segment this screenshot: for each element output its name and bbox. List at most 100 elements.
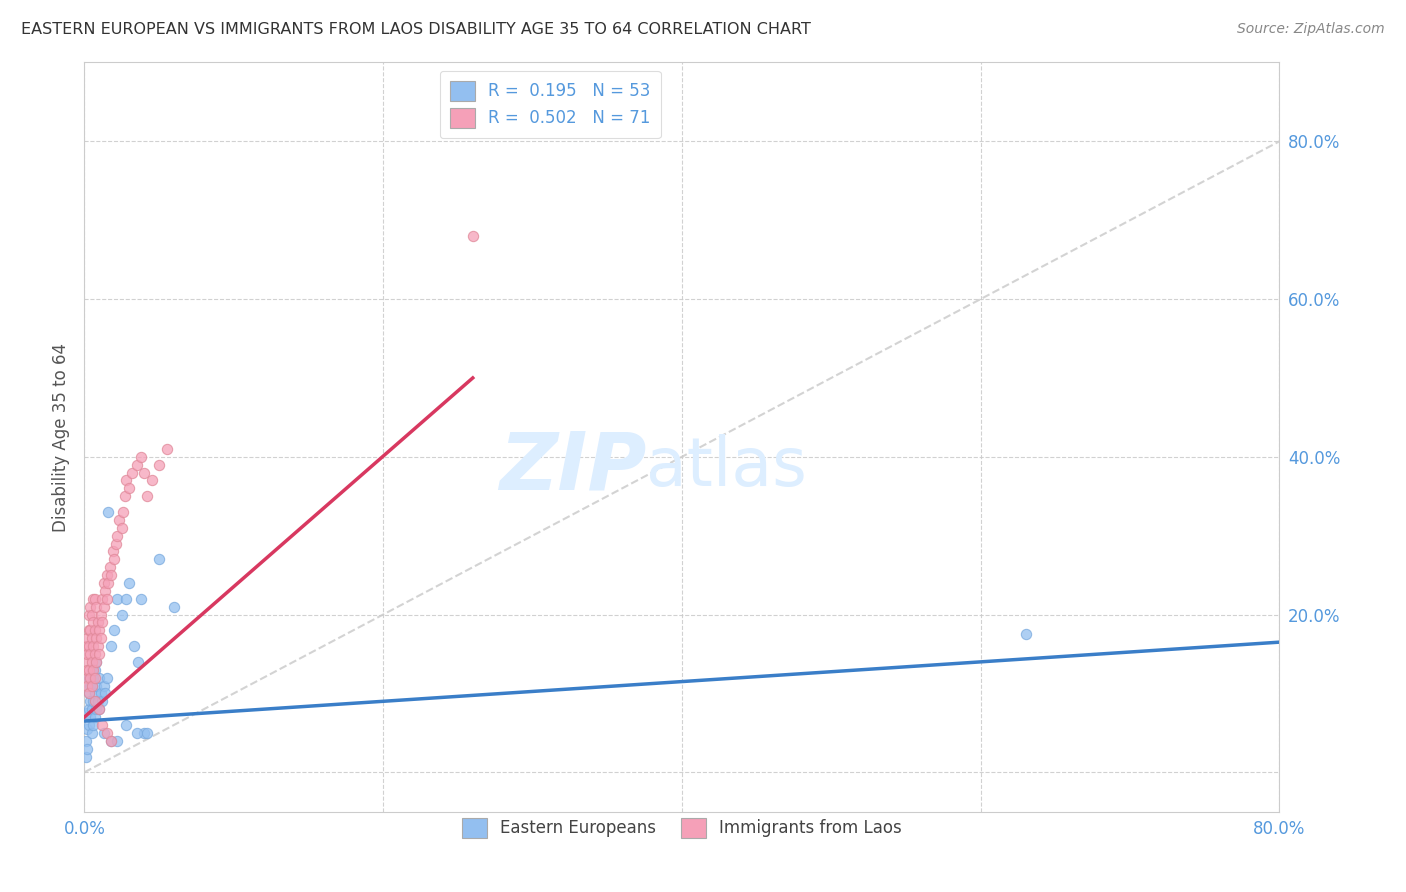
Point [91, 591, 114, 606]
Point [87, 694, 110, 708]
Point [82, 639, 104, 653]
Point [1014, 627, 1036, 641]
Point [118, 481, 141, 495]
Point [115, 718, 138, 732]
Point [115, 591, 138, 606]
Point [91, 718, 114, 732]
Point [87, 639, 110, 653]
Point [100, 639, 122, 653]
Point [83, 647, 105, 661]
Point [79, 694, 101, 708]
Point [127, 655, 149, 669]
Point [90, 607, 112, 622]
Point [80, 655, 103, 669]
Point [76, 722, 98, 736]
Point [76, 647, 98, 661]
Text: atlas: atlas [647, 434, 807, 500]
Point [101, 544, 124, 558]
Point [83, 686, 105, 700]
Point [77, 686, 100, 700]
Point [76, 679, 98, 693]
Point [77, 624, 100, 638]
Point [94, 686, 117, 700]
Point [79, 671, 101, 685]
Point [105, 591, 128, 606]
Point [155, 442, 177, 456]
Point [86, 631, 108, 645]
Point [98, 560, 121, 574]
Point [82, 694, 104, 708]
Point [96, 726, 118, 740]
Point [80, 631, 103, 645]
Point [82, 615, 104, 630]
Point [103, 552, 125, 566]
Point [75, 655, 97, 669]
Point [104, 536, 127, 550]
Point [83, 591, 105, 606]
Point [100, 733, 122, 747]
Point [112, 505, 135, 519]
Point [86, 655, 108, 669]
Point [89, 624, 111, 638]
Point [75, 671, 97, 685]
Point [93, 679, 115, 693]
Point [115, 474, 138, 488]
Point [118, 576, 141, 591]
Point [83, 624, 105, 638]
Point [97, 576, 120, 591]
Point [111, 521, 134, 535]
Point [114, 489, 136, 503]
Point [132, 726, 156, 740]
Point [76, 741, 98, 756]
Point [86, 599, 108, 614]
Point [121, 466, 143, 480]
Point [82, 671, 104, 685]
Point [75, 639, 97, 653]
Point [83, 694, 105, 708]
Point [136, 489, 159, 503]
Text: EASTERN EUROPEAN VS IMMIGRANTS FROM LAOS DISABILITY AGE 35 TO 64 CORRELATION CHA: EASTERN EUROPEAN VS IMMIGRANTS FROM LAOS… [21, 22, 811, 37]
Point [76, 706, 98, 720]
Point [77, 686, 100, 700]
Y-axis label: Disability Age 35 to 64: Disability Age 35 to 64 [52, 343, 70, 532]
Point [77, 607, 100, 622]
Point [93, 576, 115, 591]
Point [122, 639, 145, 653]
Point [93, 726, 115, 740]
Point [89, 702, 111, 716]
Point [103, 624, 125, 638]
Point [77, 671, 100, 685]
Point [100, 568, 122, 582]
Point [96, 568, 118, 582]
Point [80, 663, 103, 677]
Point [105, 733, 128, 747]
Point [75, 733, 97, 747]
Point [91, 615, 114, 630]
Point [89, 702, 111, 716]
Point [83, 671, 105, 685]
Point [89, 647, 111, 661]
Point [79, 679, 101, 693]
Point [107, 513, 129, 527]
Legend: Eastern Europeans, Immigrants from Laos: Eastern Europeans, Immigrants from Laos [456, 811, 908, 845]
Point [82, 591, 104, 606]
Point [111, 607, 134, 622]
Point [77, 718, 100, 732]
Point [93, 599, 115, 614]
Point [76, 631, 98, 645]
Point [86, 679, 108, 693]
Point [80, 726, 103, 740]
Point [148, 552, 170, 566]
Point [136, 726, 159, 740]
Point [80, 607, 103, 622]
Point [77, 702, 100, 716]
Point [125, 458, 148, 472]
Point [86, 655, 108, 669]
Point [96, 671, 118, 685]
Point [141, 474, 163, 488]
Point [90, 631, 112, 645]
Point [79, 624, 101, 638]
Point [129, 591, 152, 606]
Point [90, 686, 112, 700]
Point [96, 591, 118, 606]
